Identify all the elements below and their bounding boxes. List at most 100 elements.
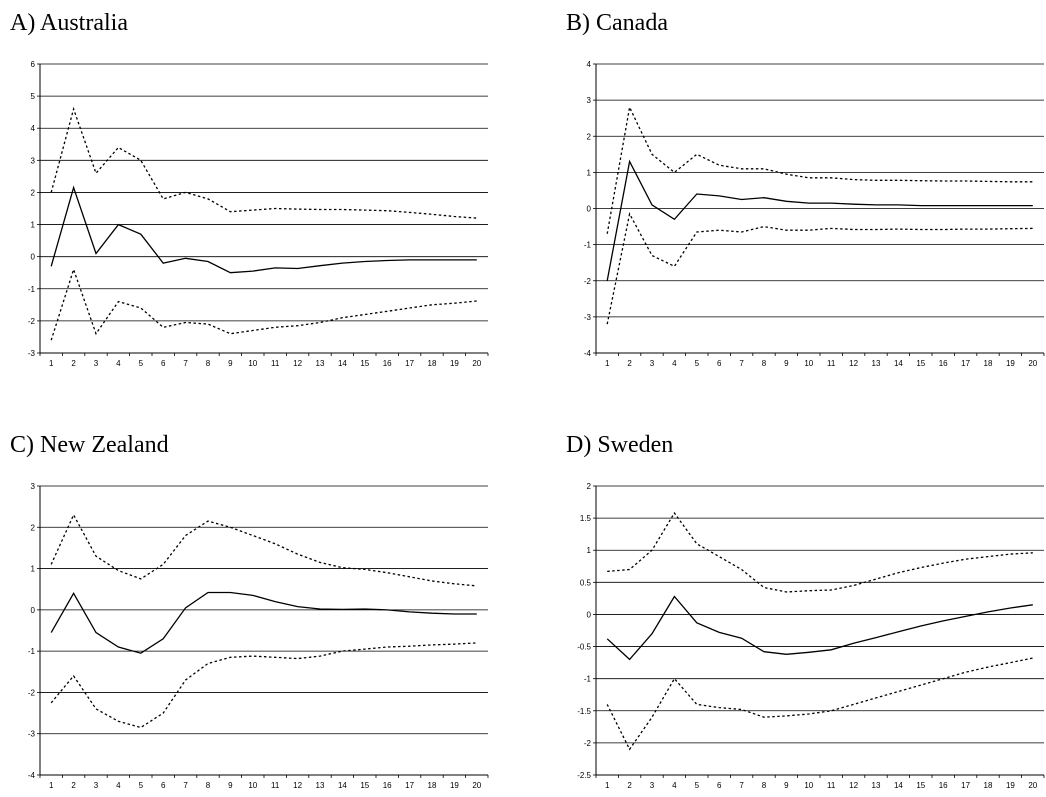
x-tick-label: 3 [94,781,99,790]
x-tick-label: 10 [248,359,257,368]
panel-canada: B) Canada -4 -3 -2 -1 0 1 2 3 4 1 2 3 4 5 6 7 8 9 10 11 12 13… [566,10,1046,375]
series-line-point [50,185,477,274]
y-tick-label: 1 [31,565,36,574]
y-tick-label: 2 [587,132,592,141]
x-tick-label: 7 [739,781,744,790]
y-tick-label: 0 [31,253,36,262]
y-tick-label: 6 [31,60,36,69]
x-tick-label: 9 [784,781,789,790]
y-tick-label: -1 [584,675,592,684]
x-tick-label: 8 [762,781,767,790]
series-line-lower [50,642,477,729]
y-tick-label: 4 [31,124,36,133]
x-tick-label: 6 [717,781,722,790]
x-tick-label: 11 [271,781,280,790]
x-tick-label: 16 [939,781,948,790]
x-tick-label: 7 [183,359,188,368]
x-tick-label: 11 [827,781,836,790]
y-tick-label: 4 [587,60,592,69]
series-line-point [606,159,1033,281]
y-tick-label: -4 [28,771,36,780]
x-tick-label: 9 [784,359,789,368]
panel-new-zealand: C) New Zealand -4 -3 -2 -1 0 1 2 3 1 2 3 4 5 6 7 8 9 10 11… [10,432,510,797]
x-tick-label: 2 [71,359,76,368]
chart-title: A) Australia [10,10,128,36]
x-tick-label: 17 [961,359,970,368]
panel-sweden: D) Sweden -2.5 -2 -1.5 -1 -0.5 0 0.5 1 1.5 2 1 2 3 4 5… [566,432,1046,797]
x-tick-label: 10 [804,781,813,790]
y-tick-label: -1 [28,647,36,656]
x-tick-label: 4 [116,781,121,790]
x-tick-label: 16 [939,359,948,368]
y-tick-label: 2 [31,188,36,197]
x-tick-label: 6 [717,359,722,368]
x-tick-label: 15 [916,781,925,790]
x-tick-label: 16 [383,359,392,368]
y-tick-label: -3 [28,730,36,739]
y-tick-label: -1.5 [577,707,591,716]
series-line-lower [50,267,477,341]
series-line-upper [607,511,1033,593]
x-tick-label: 2 [627,781,632,790]
x-tick-label: 3 [94,359,99,368]
y-tick-label: 1 [31,221,36,230]
x-tick-label: 2 [627,359,632,368]
x-tick-label: 6 [161,781,166,790]
series-line-point [606,595,1033,661]
y-tick-label: 1 [587,168,592,177]
x-tick-label: 5 [139,781,144,790]
x-tick-label: 20 [472,359,481,368]
x-tick-label: 7 [183,781,188,790]
x-tick-label: 14 [894,781,903,790]
x-tick-label: 5 [695,781,700,790]
x-tick-label: 12 [849,359,858,368]
y-tick-label: -2 [584,739,592,748]
y-tick-label: -0.5 [577,643,591,652]
x-tick-label: 3 [650,359,655,368]
x-tick-label: 18 [428,359,437,368]
x-tick-label: 18 [428,781,437,790]
x-tick-label: 13 [872,359,881,368]
x-tick-label: 17 [961,781,970,790]
x-tick-label: 8 [206,781,211,790]
chart-title: C) New Zealand [10,432,169,458]
y-tick-label: -3 [28,349,36,358]
y-tick-label: 2 [587,482,592,491]
x-tick-label: 14 [338,781,347,790]
x-tick-label: 4 [116,359,121,368]
x-tick-label: 15 [916,359,925,368]
x-tick-label: 1 [49,781,54,790]
series-line-upper [50,106,477,219]
x-tick-label: 12 [293,359,302,368]
x-tick-label: 19 [1006,781,1015,790]
y-tick-label: 1 [587,546,592,555]
x-tick-label: 2 [71,781,76,790]
y-tick-label: 5 [31,92,36,101]
x-tick-label: 8 [206,359,211,368]
x-tick-label: 18 [984,781,993,790]
y-tick-label: 0 [587,205,592,214]
x-tick-label: 20 [1028,359,1037,368]
series-line-upper [50,513,477,587]
x-tick-label: 15 [360,359,369,368]
x-tick-label: 19 [450,359,459,368]
x-tick-label: 13 [316,781,325,790]
chart-title: D) Sweden [566,432,674,458]
series-line-point [50,591,477,654]
x-tick-label: 9 [228,359,233,368]
x-tick-label: 5 [139,359,144,368]
x-tick-label: 14 [894,359,903,368]
x-tick-label: 19 [1006,359,1015,368]
chart-sweden: -2.5-2-1.5-1-0.500.511.521 2 3 4 5 6 7 8 9 10 11 12… [577,482,1045,790]
x-tick-label: 1 [605,359,610,368]
y-tick-label: -2 [584,277,592,286]
x-tick-label: 8 [762,359,767,368]
x-tick-label: 4 [672,359,677,368]
y-tick-label: -2 [28,688,36,697]
y-tick-label: 0 [31,606,36,615]
x-tick-label: 10 [248,781,257,790]
x-tick-label: 17 [405,359,414,368]
x-tick-label: 13 [316,359,325,368]
